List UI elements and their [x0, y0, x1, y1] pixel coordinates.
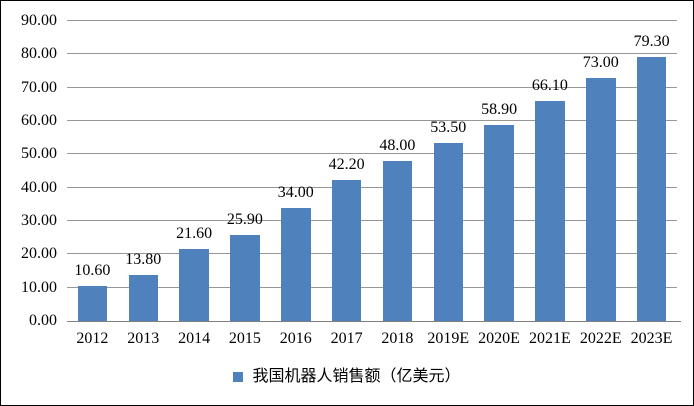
x-tick-label-2017: 2017: [330, 330, 363, 347]
value-label-2016: 34.00: [277, 183, 314, 201]
bar-2021E: [535, 100, 565, 321]
value-label-2012: 10.60: [74, 261, 111, 279]
value-label-2018: 48.00: [379, 137, 416, 154]
value-label-2017: 42.20: [328, 156, 365, 174]
y-tick-label: 80.00: [21, 45, 57, 63]
gridline: [67, 86, 677, 88]
x-tick-label-2016: 2016: [279, 330, 312, 347]
bar-2012: [77, 285, 108, 321]
x-tick-label-2019E: 2019E: [427, 330, 470, 347]
bar-2019E: [433, 142, 463, 321]
gridline: [67, 153, 677, 155]
y-tick-label: 90.00: [21, 12, 57, 29]
value-label-2019E: 53.50: [430, 118, 467, 136]
bar-2022E: [586, 77, 616, 321]
bar-2020E: [484, 124, 514, 321]
gridline: [67, 186, 677, 188]
x-tick-label-2023E: 2023E: [630, 330, 673, 347]
y-tick-label: 40.00: [21, 178, 57, 196]
gridline: [67, 286, 677, 288]
x-tick-label-2014: 2014: [178, 330, 211, 347]
bar-2014: [179, 249, 209, 321]
y-tick-label: 70.00: [21, 78, 57, 96]
gridline: [67, 220, 677, 221]
value-label-2014: 21.60: [176, 225, 213, 242]
bar-2018: [382, 161, 413, 321]
value-label-2022E: 73.00: [582, 53, 619, 71]
x-tick-label-2012: 2012: [76, 330, 109, 347]
gridline: [67, 253, 677, 255]
x-tick-label-2018: 2018: [381, 330, 414, 347]
legend: 我国机器人销售额（亿美元）: [1, 367, 693, 387]
value-label-2020E: 58.90: [481, 100, 518, 118]
x-tick-label-2015: 2015: [228, 330, 261, 347]
bar-2015: [230, 234, 260, 321]
gridline: [67, 20, 677, 21]
x-tick-label-2022E: 2022E: [579, 330, 622, 347]
value-label-2021E: 66.10: [531, 76, 568, 94]
x-axis-line: [67, 321, 681, 322]
bar-2017: [331, 180, 362, 321]
bar-2023E: [636, 56, 667, 321]
y-tick-label: 0.00: [29, 312, 57, 329]
y-tick-label: 10.00: [21, 278, 57, 296]
x-tick-label-2013: 2013: [127, 330, 160, 347]
y-tick-label: 30.00: [21, 212, 57, 229]
value-label-2023E: 79.30: [633, 32, 670, 50]
bar-2016: [281, 207, 311, 321]
y-tick-label: 50.00: [21, 145, 57, 163]
x-tick-label-2021E: 2021E: [529, 330, 571, 347]
gridline: [67, 120, 677, 121]
legend-marker: [233, 372, 244, 382]
y-tick-label: 20.00: [21, 245, 57, 263]
bar-2013: [128, 275, 158, 321]
legend-label: 我国机器人销售额（亿美元）: [252, 368, 461, 385]
plot-area: 10.60 13.80 21.60 25.90 34.00 42.20 48.00 53.50…: [67, 20, 677, 321]
value-label-2013: 13.80: [125, 251, 162, 268]
gridline: [67, 53, 677, 55]
y-tick-label: 60.00: [21, 112, 57, 129]
value-label-2015: 25.90: [226, 210, 263, 228]
x-tick-label-2020E: 2020E: [478, 330, 520, 347]
